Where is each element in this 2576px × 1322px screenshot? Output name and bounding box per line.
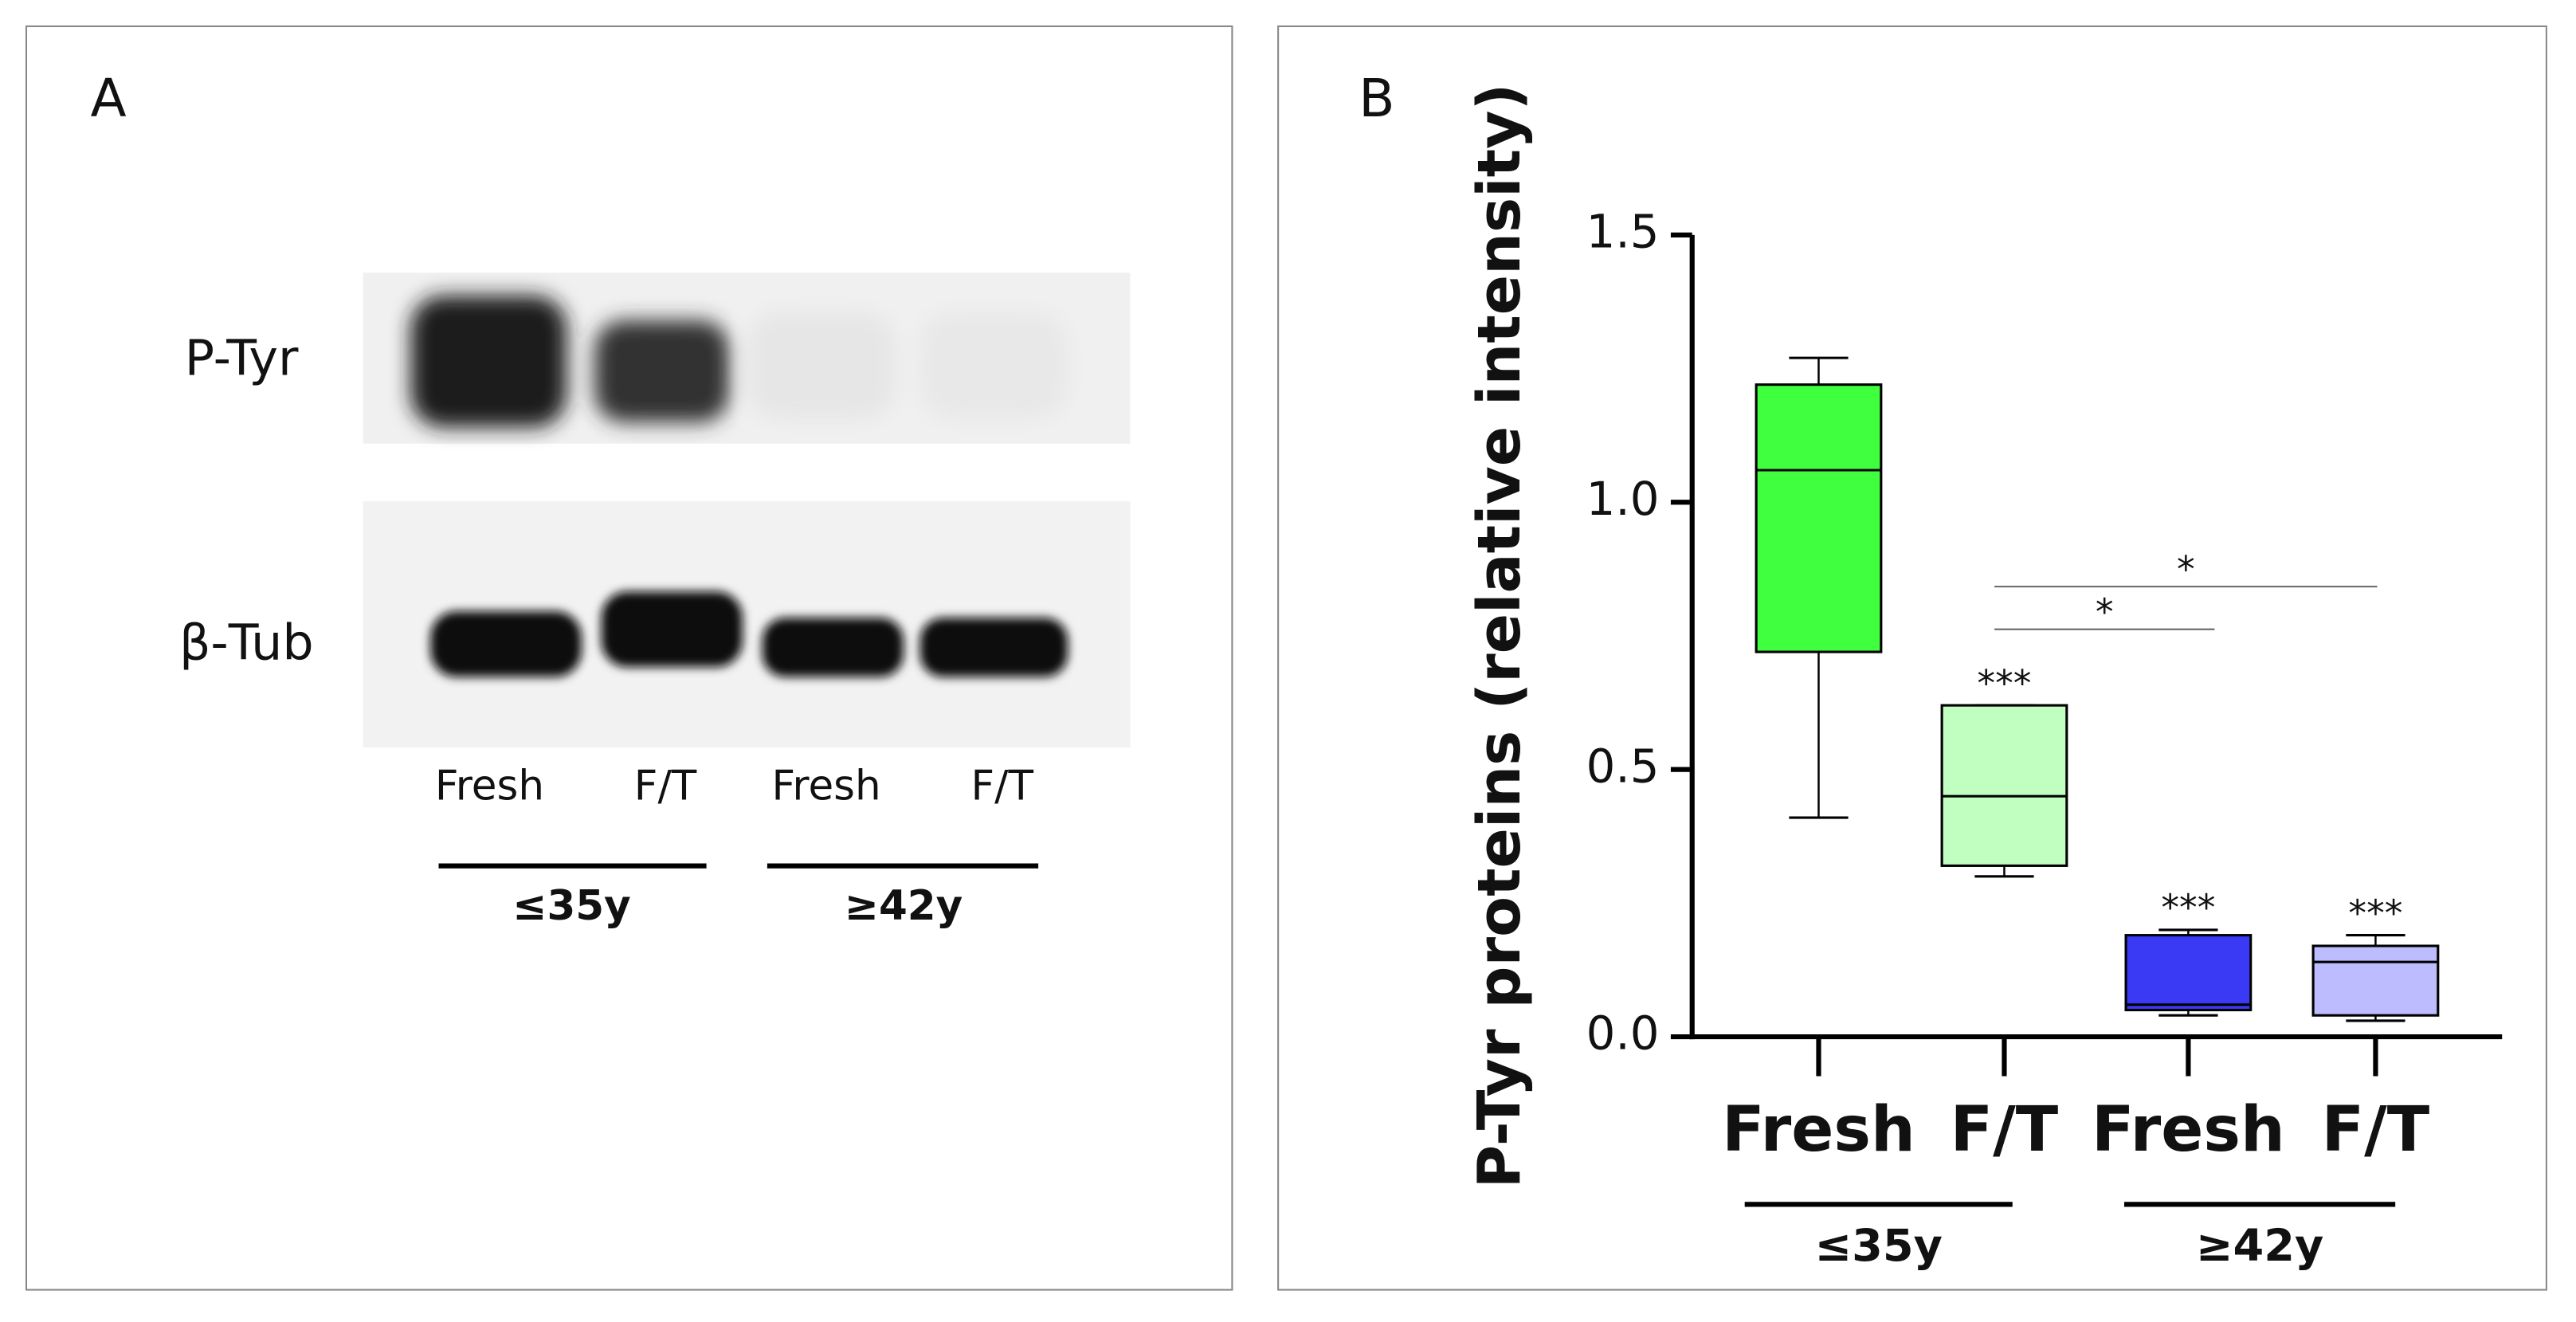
group-label: ≥42y [845, 882, 963, 930]
plot: 0.0 0.5 1.0 1.5 Fresh *** F/T *** Fresh *** F/T ≤35… [1586, 204, 2503, 1272]
panel-letter: B [1359, 68, 1394, 129]
y-tick-label: 0.5 [1586, 739, 1660, 793]
comparison-label: * [2096, 591, 2114, 634]
group-label: ≤35y [1815, 1220, 1943, 1272]
lane-label: Fresh [772, 763, 881, 810]
group-label: ≥42y [2196, 1220, 2323, 1272]
lane-label: Fresh [435, 763, 544, 810]
significance-label: *** [1977, 662, 2031, 704]
box [1940, 704, 2068, 867]
y-axis-label: P-Tyr proteins (relative intensity) [1464, 84, 1534, 1189]
panel-letter: A [91, 68, 127, 129]
lane-label: F/T [634, 763, 697, 810]
y-tick-label: 0.0 [1586, 1006, 1660, 1061]
blot-bands [410, 296, 1068, 428]
y-tick-label: 1.5 [1586, 204, 1660, 258]
box [1755, 383, 1883, 653]
box [2124, 934, 2253, 1012]
x-tick-label: Fresh [1722, 1093, 1915, 1166]
group-label: ≤35y [512, 882, 630, 930]
row-label: β-Tub [179, 614, 314, 671]
significance-label: *** [2348, 892, 2402, 934]
x-tick-label: Fresh [2092, 1093, 2285, 1166]
row-label: P-Tyr [185, 330, 299, 387]
box [2311, 944, 2440, 1017]
lane-label: F/T [970, 763, 1033, 810]
comparison-label: * [2177, 548, 2195, 590]
x-tick-label: F/T [1951, 1093, 2059, 1166]
y-tick-label: 1.0 [1586, 472, 1660, 526]
panel-frame [1277, 25, 2547, 1291]
significance-label: *** [2161, 887, 2215, 929]
x-tick-label: F/T [2322, 1093, 2430, 1166]
blot-bands [430, 591, 1068, 677]
